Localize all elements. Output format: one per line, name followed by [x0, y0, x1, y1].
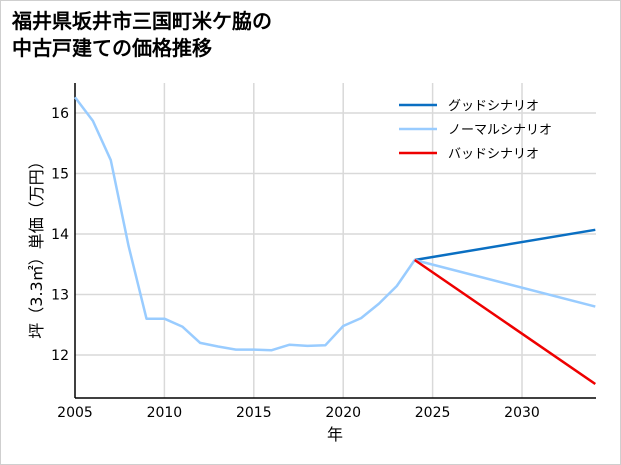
gridlines — [75, 83, 596, 398]
y-tick-label: 15 — [51, 167, 69, 183]
series-line-0 — [74, 96, 416, 352]
x-tick-label: 2020 — [325, 405, 361, 421]
legend-label: グッドシナリオ — [448, 99, 539, 114]
data-lines — [74, 96, 597, 386]
x-tick-label: 2015 — [236, 405, 272, 421]
x-tick-label: 2025 — [415, 405, 451, 421]
y-tick-label: 13 — [51, 288, 69, 304]
legend-label: ノーマルシナリオ — [448, 123, 552, 138]
x-axis-label: 年 — [327, 425, 343, 444]
series-line-3 — [413, 258, 597, 386]
y-tick-label: 14 — [51, 227, 69, 243]
axes — [74, 83, 596, 399]
x-tick-label: 2005 — [57, 405, 93, 421]
y-tick-label: 16 — [51, 106, 69, 122]
x-tick-label: 2030 — [504, 405, 540, 421]
series-line-1 — [414, 228, 596, 262]
series-line-2 — [414, 258, 596, 308]
chart-title: 福井県坂井市三国町米ケ脇の 中古戸建ての価格推移 — [12, 8, 272, 62]
legend-label: バッドシナリオ — [448, 147, 539, 162]
title-line-2: 中古戸建ての価格推移 — [12, 36, 212, 60]
tick-labels: 2005 2010 2015 2020 2025 2030 12 13 14 15 16 — [51, 106, 540, 421]
y-axis-label: 坪（3.3㎡）単価（万円） — [27, 153, 46, 338]
x-tick-label: 2010 — [147, 405, 183, 421]
y-tick-label: 12 — [51, 348, 69, 364]
title-line-1: 福井県坂井市三国町米ケ脇の — [12, 9, 272, 33]
